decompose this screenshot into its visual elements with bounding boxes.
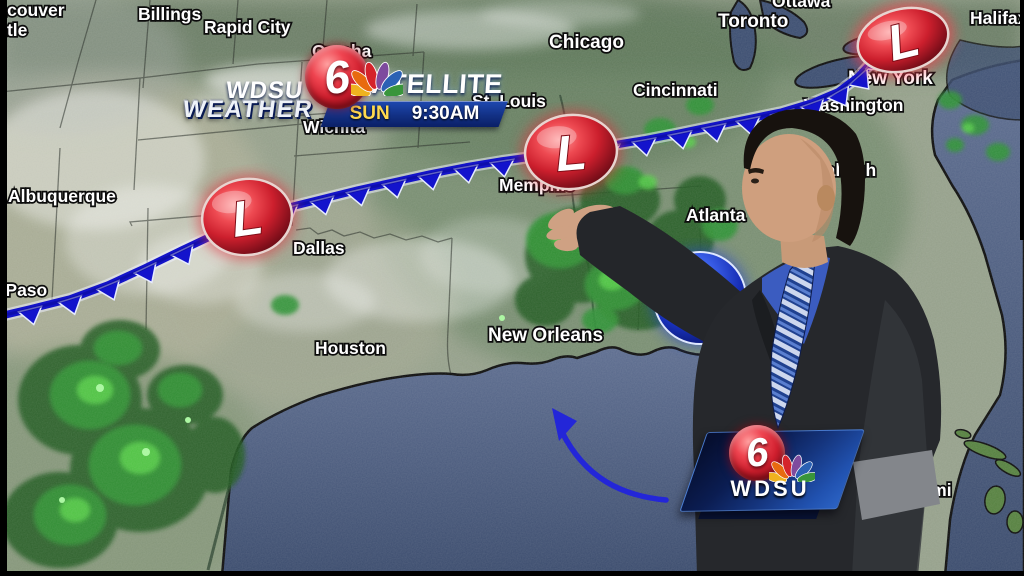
cold-front-line: [0, 40, 893, 318]
timestamp-time: 9:30AM: [411, 102, 480, 124]
map-label-chicago: Chicago: [549, 32, 624, 53]
weatherman-arm: [576, 206, 753, 349]
weatherman-hair: [743, 109, 865, 246]
low-pressure-marker-northeast: L: [851, 1, 955, 79]
map-label-el-paso: El Paso: [0, 280, 47, 300]
weatherman-face-shade: [800, 138, 835, 242]
weatherman-ear: [817, 185, 835, 211]
map-label-atlanta: Atlanta: [686, 205, 746, 225]
timestamp-day: SUN: [349, 102, 390, 124]
map-label-cincinnati: Cincinnati: [633, 80, 718, 100]
station-bug-channel-number: 6: [743, 429, 771, 476]
channel-number: 6: [321, 49, 353, 105]
low-pressure-marker-memphis: L: [520, 109, 622, 195]
weatherman: [546, 109, 942, 576]
low-pressure-marker-dallas: L: [197, 173, 297, 261]
map-label-dallas: Dallas: [293, 238, 345, 258]
nbc-peacock-icon: [351, 61, 403, 96]
station-bug-wordmark: WDSU: [730, 476, 810, 501]
map-label-halifax: Halifax: [970, 8, 1024, 28]
map-label-ottawa: Ottawa: [772, 0, 831, 11]
letterbox-left: [0, 0, 7, 576]
map-label-toronto: Toronto: [718, 11, 788, 32]
letterbox-bottom: [0, 571, 1024, 576]
map-label-houston: Houston: [315, 338, 386, 358]
weatherman-tie: [770, 257, 816, 430]
map-label-vancouver: Vancouver: [0, 0, 65, 20]
weatherman-eyebrow: [748, 168, 764, 174]
map-label-billings: Billings: [138, 4, 201, 24]
map-label-rapid-city: Rapid City: [204, 17, 291, 37]
map-label-new-orleans: New Orleans: [488, 325, 603, 346]
weatherman-cuff: [853, 450, 940, 520]
weatherman-eye: [751, 178, 759, 184]
letterbox-right: [1020, 0, 1024, 240]
map-label-albuquerque: Albuquerque: [8, 186, 116, 206]
svg-text:L: L: [553, 124, 588, 182]
weatherman-face: [742, 134, 836, 242]
motion-arrow: [552, 408, 669, 503]
station-bug-peacock-icon: [769, 454, 815, 482]
weather-wordmark: WEATHER: [181, 96, 316, 123]
